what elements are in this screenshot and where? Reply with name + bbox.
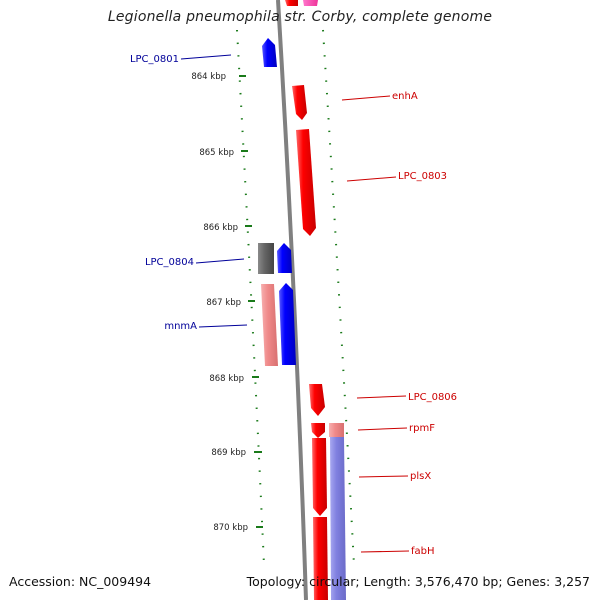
- leader-enhA: [341, 95, 391, 101]
- gene-enhA[interactable]: [292, 85, 307, 120]
- tick-label: 869 kbp: [211, 448, 246, 458]
- scale-tick: 865 kbp: [199, 148, 248, 158]
- scale-tick: 869 kbp: [211, 448, 262, 458]
- label-LPC_0804[interactable]: LPC_0804: [145, 257, 194, 268]
- label-fabH[interactable]: fabH: [411, 546, 435, 557]
- gene-plsX[interactable]: [312, 438, 327, 516]
- genome-backbone: [276, 0, 308, 600]
- tick-label: 866 kbp: [203, 223, 238, 233]
- scale-tick: 866 kbp: [203, 223, 252, 233]
- leader-LPC_0801: [180, 54, 232, 60]
- label-enhA[interactable]: enhA: [392, 91, 418, 102]
- tick-label: 865 kbp: [199, 148, 234, 158]
- inner-track-boundary: [236, 29, 265, 566]
- scale-tick: 867 kbp: [206, 298, 255, 308]
- leader-rpmF: [357, 427, 408, 431]
- label-LPC_0806[interactable]: LPC_0806: [408, 392, 457, 403]
- gene-partial-top-red[interactable]: [285, 0, 298, 6]
- scale-tick: 868 kbp: [209, 374, 259, 384]
- gene-rpmF[interactable]: [311, 423, 325, 438]
- leader-LPC_0803: [346, 176, 397, 182]
- tick-label: 864 kbp: [191, 72, 226, 82]
- leader-plsX: [358, 475, 409, 478]
- gene-other-lightred[interactable]: [261, 284, 278, 366]
- accession-info: Accession: NC_009494: [9, 574, 152, 589]
- topology-info: Topology: circular; Length: 3,576,470 bp…: [246, 574, 590, 589]
- gene-LPC_0803[interactable]: [296, 129, 316, 236]
- map-title: Legionella pneumophila str. Corby, compl…: [107, 9, 493, 25]
- leader-LPC_0804: [195, 258, 245, 264]
- gene-LPC_0806[interactable]: [309, 384, 325, 416]
- scale-tick: 870 kbp: [213, 523, 263, 533]
- gene-rpmF-light[interactable]: [329, 423, 344, 437]
- tick-label: 867 kbp: [206, 298, 241, 308]
- scale-tick: 864 kbp: [191, 72, 246, 82]
- label-LPC_0801[interactable]: LPC_0801: [130, 54, 179, 65]
- tick-label: 870 kbp: [213, 523, 248, 533]
- gene-mnmA[interactable]: [279, 283, 296, 365]
- gene-labels: LPC_0801 enhA LPC_0803 LPC_0804 mnmA LPC…: [130, 54, 457, 557]
- leader-LPC_0806: [356, 395, 407, 399]
- label-LPC_0803[interactable]: LPC_0803: [398, 171, 447, 182]
- gene-LPC_0804[interactable]: [277, 243, 292, 273]
- gene-other-gray[interactable]: [258, 243, 274, 274]
- gene-features: [258, 0, 346, 600]
- scale-ticks: 864 kbp 865 kbp 866 kbp 867 kbp 868 kbp …: [191, 72, 263, 533]
- label-rpmF[interactable]: rpmF: [409, 423, 435, 434]
- label-plsX[interactable]: plsX: [410, 471, 431, 482]
- leader-mnmA: [198, 324, 248, 328]
- gene-other-lightblue[interactable]: [330, 437, 346, 600]
- gene-LPC_0801[interactable]: [262, 38, 277, 67]
- tick-label: 868 kbp: [209, 374, 244, 384]
- label-mnmA[interactable]: mnmA: [164, 321, 197, 332]
- gene-partial-top-pink[interactable]: [303, 0, 318, 6]
- gene-fabH[interactable]: [313, 517, 328, 600]
- leader-fabH: [360, 550, 410, 553]
